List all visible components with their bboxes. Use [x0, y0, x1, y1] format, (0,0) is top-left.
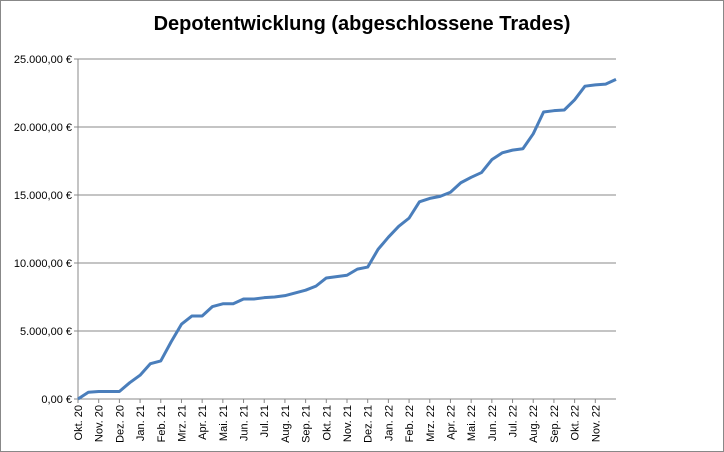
x-tick-label: Mai. 22: [466, 405, 478, 441]
data-line: [77, 78, 617, 401]
x-tick-label: Dez. 21: [363, 405, 375, 443]
x-tick-label: Feb. 22: [404, 405, 416, 442]
y-tick-label: 15.000,00 €: [14, 190, 72, 202]
x-tick-label: Jan. 21: [135, 405, 147, 441]
y-tick-label: 10.000,00 €: [14, 258, 72, 270]
x-tick-label: Jul. 21: [259, 405, 271, 437]
x-tick-label: Mrz. 22: [425, 405, 437, 442]
x-tick-label: Feb. 21: [156, 405, 168, 442]
x-tick-label: Jun. 21: [239, 405, 251, 441]
x-tick-label: Mrz. 21: [176, 405, 188, 442]
x-tick-label: Okt. 22: [570, 405, 582, 440]
x-tick-label: Apr. 21: [197, 405, 209, 440]
x-tick-label: Apr. 22: [445, 405, 457, 440]
x-tick-label: Nov. 21: [342, 405, 354, 442]
x-tick-label: Jul. 22: [508, 405, 520, 437]
x-tick-label: Mai. 21: [218, 405, 230, 441]
x-tick-label: Aug. 21: [280, 405, 292, 443]
x-tick-label: Aug. 22: [528, 405, 540, 443]
y-tick-label: 5.000,00 €: [20, 326, 72, 338]
x-tick-label: Dez. 20: [114, 405, 126, 443]
x-tick-label: Jun. 22: [487, 405, 499, 441]
x-tick-label: Okt. 20: [73, 405, 85, 440]
x-tick-label: Nov. 22: [590, 405, 602, 442]
x-tick-label: Sep. 21: [301, 405, 313, 443]
x-tick-label: Sep. 22: [549, 405, 561, 443]
y-tick-label: 20.000,00 €: [14, 122, 72, 134]
x-tick-label: Jan. 22: [383, 405, 395, 441]
y-tick-label: 25.000,00 €: [14, 54, 72, 66]
y-tick-label: 0,00 €: [41, 394, 72, 406]
x-tick-label: Okt. 21: [321, 405, 333, 440]
chart-title: Depotentwicklung (abgeschlossene Trades): [154, 13, 571, 35]
x-tick-label: Nov. 20: [94, 405, 106, 442]
